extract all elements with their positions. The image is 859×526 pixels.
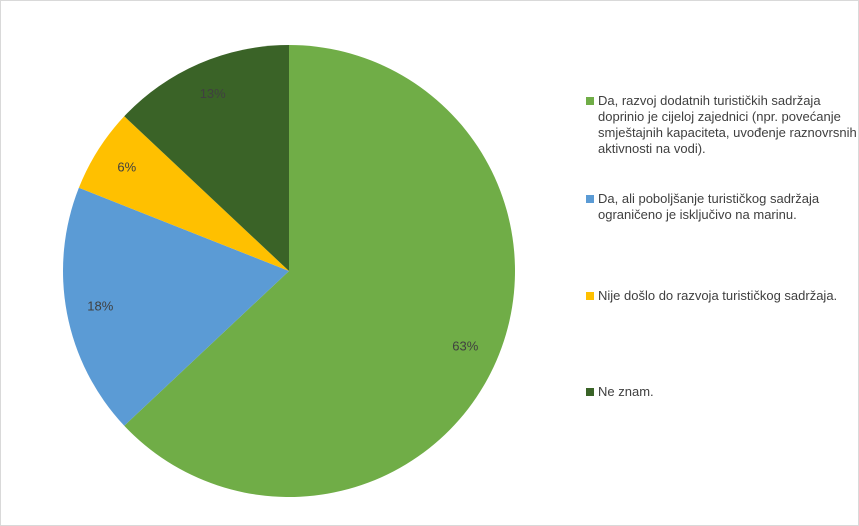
legend-label: Da, ali poboljšanje turističkog sadržaja… — [598, 191, 820, 222]
legend-swatch — [586, 292, 594, 300]
legend-item: Da, razvoj dodatnih turističkih sadržaja… — [586, 93, 858, 157]
legend-item: Nije došlo do razvoja turističkog sadrža… — [586, 288, 858, 304]
legend-item: Ne znam. — [586, 384, 858, 400]
legend-label: Nije došlo do razvoja turističkog sadrža… — [598, 288, 838, 303]
legend-swatch — [586, 97, 594, 105]
pie-slice — [124, 45, 290, 271]
legend-label: Ne znam. — [598, 384, 654, 399]
legend-swatch — [586, 388, 594, 396]
data-label: 63% — [452, 339, 478, 354]
pie-slice — [62, 187, 290, 426]
data-label: 13% — [200, 86, 226, 101]
data-label: 18% — [87, 298, 113, 313]
data-label: 6% — [117, 160, 136, 175]
legend-label: Da, razvoj dodatnih turističkih sadržaja… — [598, 93, 857, 156]
legend-swatch — [586, 195, 594, 203]
legend-item: Da, ali poboljšanje turističkog sadržaja… — [586, 191, 858, 223]
pie-slice — [78, 116, 289, 271]
pie-slice — [124, 45, 515, 497]
